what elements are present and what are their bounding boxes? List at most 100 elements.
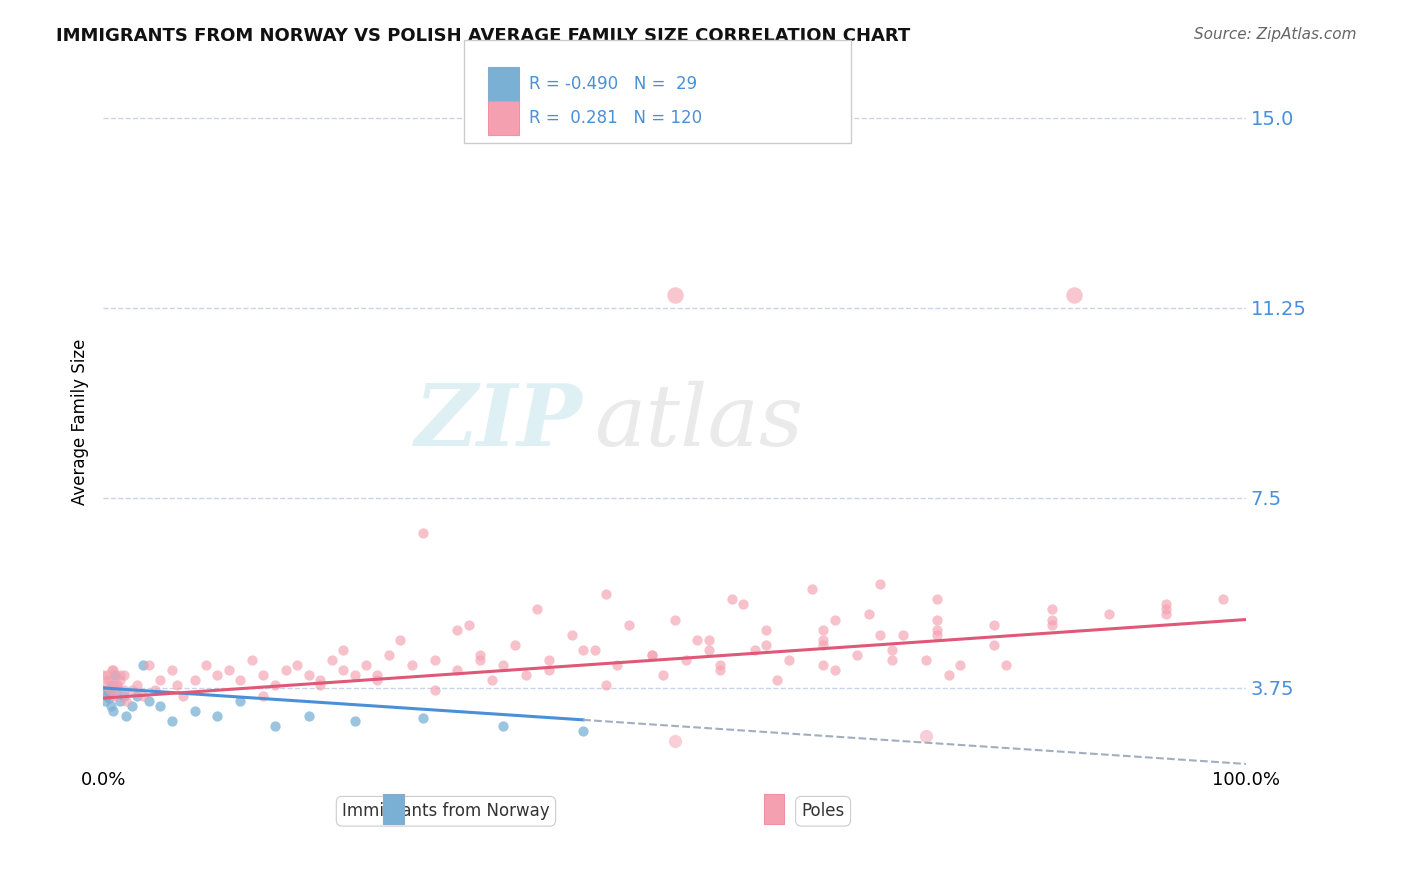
Point [105,683,128,698]
Point [915,729,938,743]
Text: IMMIGRANTS FROM NORWAY VS POLISH AVERAGE FAMILY SIZE CORRELATION CHART: IMMIGRANTS FROM NORWAY VS POLISH AVERAGE… [56,27,911,45]
Point [160,663,183,677]
Point [110,668,132,682]
Point [115,693,138,707]
Point [537,653,560,667]
FancyBboxPatch shape [763,795,785,823]
Point [309,673,332,688]
Point [938,668,960,682]
Point [132,658,155,673]
Point [617,617,640,632]
Point [755,623,778,637]
Point [366,673,388,688]
Text: ZIP: ZIP [415,380,583,464]
Point [298,668,321,682]
Text: atlas: atlas [595,381,804,463]
Point [457,617,479,632]
Point [492,719,515,733]
Point [149,673,172,688]
Point [149,698,172,713]
Point [846,648,869,662]
Point [733,598,755,612]
Point [1154,607,1177,622]
Point [709,663,731,677]
Point [1098,607,1121,622]
Point [98,673,121,688]
Point [343,668,366,682]
Point [132,689,155,703]
Point [378,648,401,662]
Point [640,648,662,662]
Point [927,592,949,607]
Point [811,638,834,652]
Point [121,698,143,713]
Point [675,653,697,667]
Point [1040,602,1063,616]
Point [811,658,834,673]
Point [664,288,686,302]
Point [709,658,731,673]
Point [166,678,188,692]
Point [138,658,160,673]
Point [112,683,135,698]
Point [143,683,166,698]
Point [697,643,720,657]
Point [321,653,343,667]
Point [194,658,217,673]
Point [824,613,846,627]
Point [98,686,121,700]
Point [880,653,903,667]
Point [720,592,742,607]
Point [470,653,492,667]
Point [1040,617,1063,632]
FancyBboxPatch shape [382,795,404,823]
Point [207,708,229,723]
Point [103,689,125,703]
Point [96,668,118,682]
Point [160,714,183,728]
Point [983,638,1005,652]
Point [103,663,125,677]
Point [121,683,143,698]
Point [446,623,468,637]
Point [207,668,229,682]
Point [595,678,617,692]
Point [110,673,132,688]
Point [697,632,720,647]
Point [115,708,138,723]
Point [1063,288,1085,302]
Point [515,668,537,682]
Point [927,628,949,642]
Point [811,623,834,637]
Point [1154,598,1177,612]
Point [354,658,377,673]
Point [606,658,628,673]
Point [401,658,423,673]
Point [263,678,285,692]
Point [252,668,274,682]
Point [423,653,446,667]
Point [537,663,560,677]
Point [640,648,662,662]
Point [101,678,124,692]
Point [389,632,412,647]
Point [287,658,309,673]
Point [652,668,675,682]
Point [100,698,122,713]
Point [800,582,823,596]
Point [183,704,205,718]
Point [686,632,709,647]
Text: Source: ZipAtlas.com: Source: ZipAtlas.com [1194,27,1357,42]
Point [110,693,132,707]
Point [105,678,128,692]
Point [572,643,595,657]
Point [766,673,789,688]
Point [891,628,914,642]
Point [98,683,121,698]
Point [97,691,120,706]
Point [183,673,205,688]
Point [492,658,515,673]
Point [526,602,548,616]
Point [229,693,252,707]
Point [824,663,846,677]
